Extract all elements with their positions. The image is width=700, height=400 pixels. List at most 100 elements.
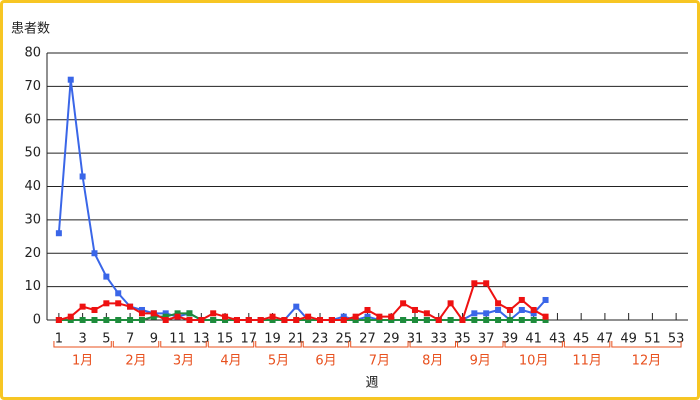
point [305, 313, 312, 320]
month-bracket [207, 341, 255, 348]
point [352, 313, 359, 320]
point [317, 317, 324, 323]
point [150, 310, 157, 317]
x-tick-label: 29 [383, 332, 400, 347]
point [542, 313, 549, 320]
x-tick-label: 9 [150, 332, 158, 347]
point [506, 317, 513, 323]
point [55, 317, 62, 323]
x-tick-label: 49 [620, 332, 637, 347]
month-bracket [53, 341, 112, 348]
point [483, 310, 490, 317]
point [127, 317, 134, 323]
point [174, 310, 181, 317]
x-tick-label: 11 [169, 332, 186, 347]
y-tick-label: 40 [24, 179, 41, 194]
month-bracket [255, 341, 302, 348]
point [495, 317, 502, 323]
x-tick-label: 13 [193, 332, 210, 347]
point [162, 317, 169, 323]
point [222, 317, 229, 323]
x-tick-label: 33 [430, 332, 447, 347]
point [186, 317, 193, 323]
point [138, 317, 145, 323]
point [138, 310, 145, 317]
x-tick-label: 19 [264, 332, 281, 347]
point [91, 317, 98, 323]
point [174, 313, 181, 320]
point [495, 300, 502, 307]
x-tick-label: 35 [454, 332, 471, 347]
x-tick-label: 27 [359, 332, 376, 347]
point [233, 317, 240, 323]
month-bracket [457, 341, 504, 348]
point [305, 317, 312, 323]
month-label: 4月 [220, 354, 241, 369]
month-bracket [302, 341, 350, 348]
point [447, 317, 454, 323]
point [340, 313, 347, 320]
point [530, 306, 537, 313]
y-tick-label: 30 [24, 212, 41, 227]
point [376, 317, 383, 323]
month-bracket [563, 341, 611, 348]
point [483, 280, 490, 287]
point [435, 317, 442, 323]
y-tick-label: 70 [24, 79, 41, 94]
x-axis-label: 週 [365, 376, 378, 391]
point [328, 317, 335, 323]
point [518, 296, 525, 303]
point [138, 306, 145, 313]
point [530, 310, 537, 317]
point [79, 317, 86, 323]
point [447, 300, 454, 307]
point [115, 317, 122, 323]
point [245, 317, 252, 323]
month-label: 8月 [422, 354, 443, 369]
point [103, 317, 110, 323]
point [340, 317, 347, 323]
point [103, 300, 110, 307]
month-bracket [160, 341, 207, 348]
month-label: 12月 [632, 354, 662, 369]
point [364, 306, 371, 313]
point [150, 313, 157, 320]
point [352, 317, 359, 323]
point [542, 317, 549, 323]
point [518, 306, 525, 313]
month-label: 10月 [519, 354, 549, 369]
x-tick-label: 37 [478, 332, 495, 347]
point [364, 313, 371, 320]
point [162, 313, 169, 320]
month-bracket [611, 341, 682, 348]
x-tick-label: 3 [78, 332, 86, 347]
month-label: 7月 [369, 354, 390, 369]
y-tick-label: 0 [33, 313, 41, 328]
point [518, 317, 525, 323]
point [388, 313, 395, 320]
point [210, 310, 217, 317]
month-bracket [409, 341, 457, 348]
point [530, 317, 537, 323]
point [293, 303, 300, 310]
point [400, 317, 407, 323]
point [67, 317, 74, 323]
point [293, 317, 300, 323]
y-tick-label: 50 [24, 146, 41, 161]
x-tick-label: 43 [549, 332, 566, 347]
x-tick-label: 17 [241, 332, 258, 347]
point [127, 303, 134, 310]
point [506, 306, 513, 313]
month-bracket [504, 341, 563, 348]
x-tick-label: 7 [126, 332, 134, 347]
point [483, 317, 490, 323]
point [269, 317, 276, 323]
x-tick-label: 25 [335, 332, 352, 347]
point [210, 317, 217, 323]
point [55, 230, 62, 237]
point [388, 317, 395, 323]
point [411, 317, 418, 323]
x-tick-label: 31 [407, 332, 424, 347]
